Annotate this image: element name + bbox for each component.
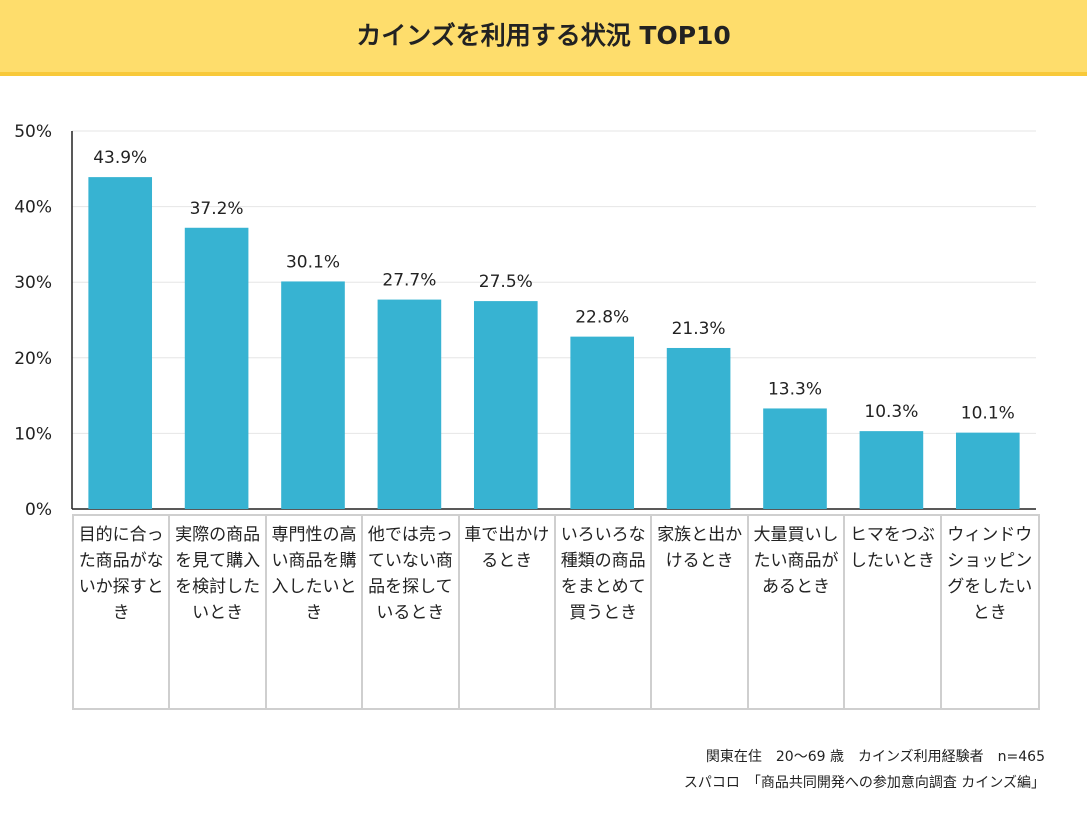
bar-2 xyxy=(184,227,249,509)
bar-value-label: 10.3% xyxy=(864,402,918,422)
category-label: 専門性の高い商品を購入したいとき xyxy=(267,516,364,708)
chart-title: カインズを利用する状況 TOP10 xyxy=(356,21,731,50)
y-tick-label: 10% xyxy=(14,424,52,444)
bar-7 xyxy=(666,347,731,509)
category-label: 車で出かけるとき xyxy=(460,516,556,708)
bar-value-label: 37.2% xyxy=(190,199,244,219)
footnote-source: スパコロ 「商品共同開発への参加意向調査 カインズ編」 xyxy=(683,775,1045,791)
y-tick-label: 50% xyxy=(14,122,52,142)
y-tick-label: 0% xyxy=(25,500,52,520)
category-label: いろいろな種類の商品をまとめて買うとき xyxy=(556,516,653,708)
bar-10 xyxy=(955,432,1020,509)
bar-value-label: 21.3% xyxy=(672,319,726,339)
bar-1 xyxy=(88,177,153,509)
category-label: 家族と出かけるとき xyxy=(652,516,749,708)
bar-value-label: 30.1% xyxy=(286,252,340,272)
category-label: ウィンドウショッピングをしたいとき xyxy=(947,525,1033,623)
category-label: 他では売っていない商品を探しているとき xyxy=(363,516,460,708)
bar-5 xyxy=(473,301,538,509)
y-tick-label: 40% xyxy=(14,198,52,218)
bar-6 xyxy=(570,336,635,509)
category-label: 大量買いしたい商品があるとき xyxy=(749,516,846,708)
bar-8 xyxy=(763,408,827,509)
footnote-sample: 関東在住 20～69 歳 カインズ利用経験者 n=465 xyxy=(705,749,1045,765)
bar-value-label: 43.9% xyxy=(93,148,147,168)
category-label: 実際の商品を見て購入を検討したいとき xyxy=(170,516,267,708)
category-label: 目的に合った商品がないか探すとき xyxy=(74,516,171,708)
bar-3 xyxy=(281,281,345,509)
footnotes: 関東在住 20～69 歳 カインズ利用経験者 n=465 スパコロ 「商品共同開… xyxy=(684,744,1045,796)
bar-value-label: 13.3% xyxy=(768,379,822,399)
bar-value-label: 27.5% xyxy=(479,272,533,292)
y-tick-label: 20% xyxy=(14,349,52,369)
y-tick-label: 30% xyxy=(14,273,52,293)
title-band: カインズを利用する状況 TOP10 xyxy=(0,0,1087,76)
bar-value-label: 22.8% xyxy=(575,308,629,328)
category-label-table: 目的に合った商品がないか探すとき 実際の商品を見て購入を検討したいとき 専門性の高い… xyxy=(72,514,1040,710)
bar-4 xyxy=(377,299,442,509)
category-label: ヒマをつぶしたいとき xyxy=(845,516,942,708)
bar-value-label: 10.1% xyxy=(961,404,1015,424)
bar-9 xyxy=(859,431,924,509)
bar-value-label: 27.7% xyxy=(382,271,436,291)
